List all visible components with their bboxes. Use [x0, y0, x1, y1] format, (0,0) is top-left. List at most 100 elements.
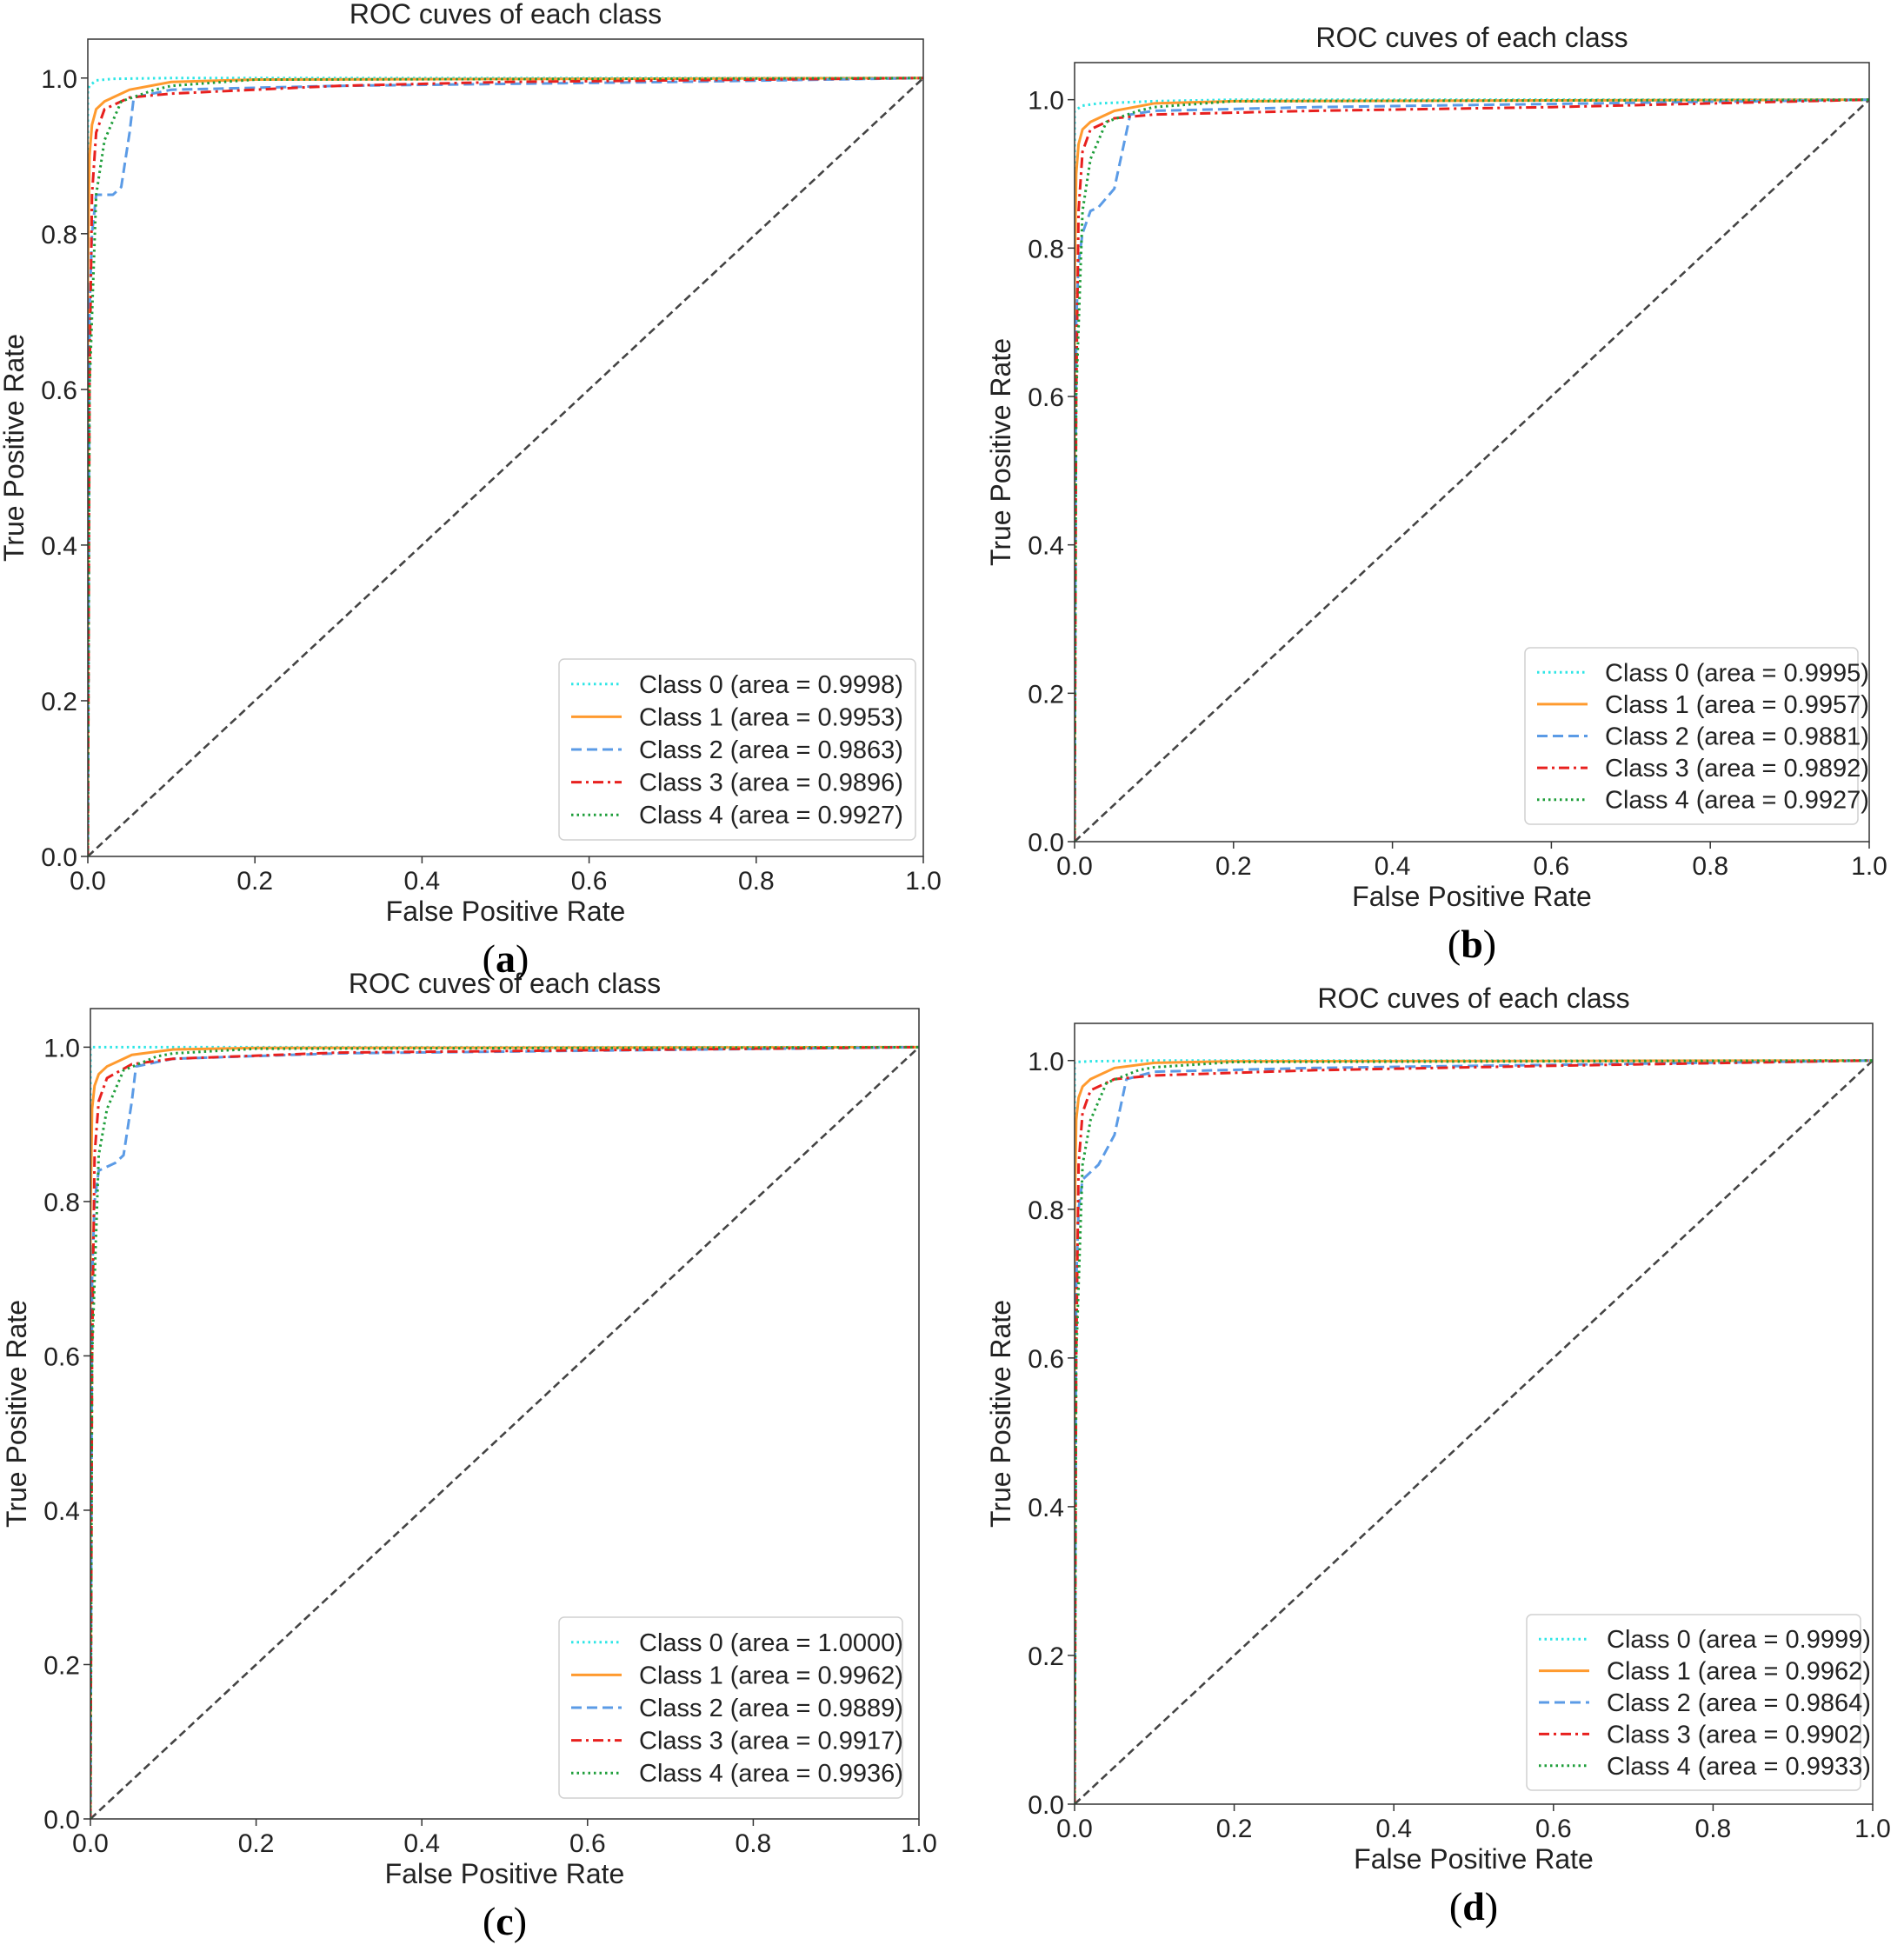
- legend-label-class-2: Class 2 (area = 0.9881): [1605, 723, 1869, 751]
- legend-label-class-3: Class 3 (area = 0.9902): [1607, 1721, 1871, 1749]
- x-tick-label: 0.8: [736, 1829, 772, 1858]
- legend-label-class-1: Class 1 (area = 0.9962): [1607, 1658, 1871, 1686]
- plot-frame: [87, 38, 924, 857]
- legend-label-class-4: Class 4 (area = 0.9933): [1607, 1753, 1871, 1781]
- roc-line-class-1: [90, 1045, 919, 1819]
- y-axis-label: True Positive Rate: [1, 1300, 32, 1528]
- caption-close-paren: ): [516, 936, 529, 981]
- x-tick-label: 0.0: [1056, 1815, 1093, 1843]
- y-tick-label: 0.8: [43, 1189, 80, 1217]
- x-axis-label: False Positive Rate: [1354, 1843, 1594, 1875]
- x-tick-label: 1.0: [1854, 1815, 1891, 1843]
- plot-frame: [90, 1008, 920, 1820]
- legend-label-class-2: Class 2 (area = 0.9889): [639, 1695, 903, 1722]
- y-tick-label: 0.6: [41, 376, 77, 405]
- y-tick-label: 0.0: [43, 1806, 80, 1835]
- y-tick-label: 0.8: [1028, 1196, 1064, 1225]
- y-tick-label: 0.4: [1028, 1494, 1064, 1522]
- legend-label-class-1: Class 1 (area = 0.9957): [1605, 691, 1869, 719]
- legend: Class 0 (area = 0.9995) Class 1 (area = 0…: [1524, 647, 1869, 825]
- x-tick-label: 1.0: [901, 1829, 937, 1858]
- roc-line-class-4: [1075, 98, 1869, 842]
- caption-open-paren: (: [483, 1899, 496, 1943]
- x-tick-label: 0.8: [738, 867, 775, 896]
- x-tick-label: 0.0: [70, 867, 106, 896]
- y-tick-label: 0.8: [1028, 235, 1064, 263]
- legend-label-class-0: Class 0 (area = 1.0000): [639, 1629, 903, 1657]
- x-tick-label: 0.0: [72, 1829, 109, 1858]
- x-tick-label: 0.8: [1692, 852, 1728, 881]
- y-tick-label: 0.2: [41, 688, 77, 716]
- x-tick-label: 0.2: [1216, 1815, 1253, 1843]
- y-tick-label: 0.0: [1028, 829, 1064, 857]
- chart-title: ROC cuves of each class: [350, 0, 662, 30]
- series-group: [1075, 98, 1869, 842]
- chart-title: ROC cuves of each class: [349, 968, 661, 999]
- legend-label-class-1: Class 1 (area = 0.9953): [639, 703, 903, 731]
- x-tick-label: 0.0: [1056, 852, 1093, 881]
- caption-close-paren: ): [1485, 1884, 1498, 1928]
- roc-line-class-3: [90, 1045, 919, 1819]
- legend-label-class-3: Class 3 (area = 0.9917): [639, 1728, 903, 1755]
- y-tick-label: 0.0: [41, 843, 77, 872]
- y-axis-label: True Positive Rate: [985, 1300, 1016, 1528]
- y-tick-label: 0.4: [43, 1497, 80, 1526]
- x-tick-label: 0.2: [236, 867, 273, 896]
- panel-caption: (d): [1449, 1884, 1498, 1928]
- chance-diagonal-line: [88, 77, 923, 856]
- legend: Class 0 (area = 1.0000) Class 1 (area = 0…: [558, 1616, 903, 1799]
- legend-label-class-3: Class 3 (area = 0.9896): [639, 769, 903, 797]
- series-group: [90, 1045, 919, 1819]
- x-axis-label: False Positive Rate: [386, 896, 626, 927]
- roc-panel-c: ROC cuves of each class 0.0 0.2 0.4 0.6 0.8 1.…: [1, 968, 937, 1943]
- caption-letter: a: [496, 936, 516, 981]
- y-tick-label: 0.6: [1028, 383, 1064, 412]
- legend-label-class-0: Class 0 (area = 0.9998): [639, 671, 903, 699]
- chance-diagonal-line: [90, 1046, 919, 1819]
- roc-line-class-4: [90, 1045, 919, 1819]
- roc-line-class-1: [1075, 98, 1869, 842]
- y-tick-label: 0.2: [43, 1651, 80, 1680]
- x-axis-label: False Positive Rate: [1352, 881, 1592, 912]
- x-tick-label: 1.0: [905, 867, 942, 896]
- y-tick-label: 1.0: [43, 1034, 80, 1062]
- roc-line-class-0: [1075, 1059, 1873, 1804]
- legend-box: [558, 1616, 903, 1799]
- legend-label-class-4: Class 4 (area = 0.9936): [639, 1760, 903, 1788]
- legend: Class 0 (area = 0.9998) Class 1 (area = 0…: [558, 658, 916, 841]
- chart-title: ROC cuves of each class: [1315, 22, 1628, 53]
- x-tick-label: 0.4: [403, 1829, 440, 1858]
- x-tick-label: 0.6: [571, 867, 608, 896]
- roc-line-class-2: [88, 77, 923, 856]
- legend-label-class-4: Class 4 (area = 0.9927): [1605, 787, 1869, 815]
- y-tick-label: 1.0: [41, 65, 77, 94]
- panel-caption: (a): [483, 936, 529, 981]
- x-tick-label: 1.0: [1851, 852, 1887, 881]
- panel-caption: (b): [1448, 922, 1496, 966]
- legend-label-class-0: Class 0 (area = 0.9999): [1607, 1626, 1871, 1654]
- x-axis-label: False Positive Rate: [385, 1858, 625, 1889]
- roc-line-class-3: [1075, 98, 1869, 842]
- series-group: [1075, 1059, 1873, 1804]
- chance-diagonal-line: [1075, 98, 1869, 842]
- y-axis-label: True Positive Rate: [0, 334, 30, 562]
- x-tick-label: 0.6: [1535, 1815, 1572, 1843]
- plot-frame: [1074, 62, 1870, 843]
- panel-caption: (c): [483, 1899, 527, 1943]
- caption-open-paren: (: [1448, 922, 1461, 966]
- caption-letter: c: [496, 1899, 513, 1943]
- legend-label-class-2: Class 2 (area = 0.9863): [639, 736, 903, 764]
- legend-label-class-2: Class 2 (area = 0.9864): [1607, 1689, 1871, 1717]
- x-tick-label: 0.8: [1695, 1815, 1732, 1843]
- x-tick-label: 0.4: [1375, 1815, 1412, 1843]
- roc-line-class-1: [88, 77, 923, 856]
- x-tick-label: 0.2: [1215, 852, 1252, 881]
- caption-open-paren: (: [1449, 1884, 1462, 1928]
- x-tick-label: 0.2: [238, 1829, 275, 1858]
- y-tick-label: 0.6: [1028, 1345, 1064, 1374]
- roc-panel-d: ROC cuves of each class 0.0 0.2 0.4 0.6 0.8 1.…: [985, 982, 1891, 1928]
- y-tick-label: 0.4: [1028, 532, 1064, 561]
- caption-open-paren: (: [483, 936, 496, 981]
- roc-line-class-0: [88, 77, 923, 856]
- roc-line-class-4: [1075, 1059, 1873, 1804]
